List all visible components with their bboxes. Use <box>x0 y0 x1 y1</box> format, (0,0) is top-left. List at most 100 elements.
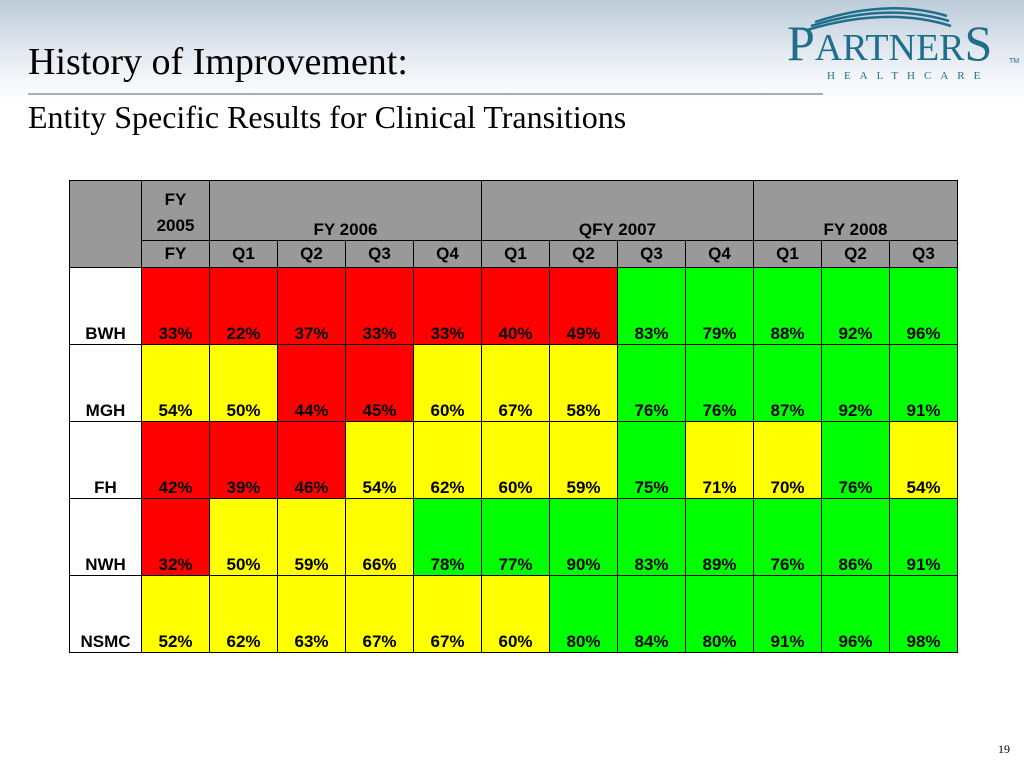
score-cell: 83% <box>617 498 686 576</box>
row-label: NSMC <box>69 575 142 653</box>
score-cell: 76% <box>821 421 890 499</box>
score-cell: 67% <box>345 575 414 653</box>
subheader-cell: Q1 <box>481 240 550 268</box>
score-cell: 60% <box>481 421 550 499</box>
score-cell: 90% <box>549 498 618 576</box>
score-cell: 39% <box>209 421 278 499</box>
score-cell: 80% <box>549 575 618 653</box>
score-cell: 67% <box>481 344 550 422</box>
score-cell: 76% <box>617 344 686 422</box>
logo-subtext: HEALTHCARE <box>827 70 990 82</box>
logo-trademark: TM <box>1009 58 1020 65</box>
score-cell: 58% <box>549 344 618 422</box>
row-label: BWH <box>69 267 142 345</box>
table-row: NSMC 52% 62% 63% 67% 67% 60% 80% 84% 80% 91% 96% 98% <box>69 575 958 653</box>
score-cell: 50% <box>209 498 278 576</box>
score-cell: 70% <box>753 421 822 499</box>
score-cell: 89% <box>685 498 754 576</box>
score-cell: 88% <box>753 267 822 345</box>
score-cell: 33% <box>413 267 482 345</box>
score-cell: 76% <box>753 498 822 576</box>
score-cell: 33% <box>345 267 414 345</box>
score-cell: 22% <box>209 267 278 345</box>
logo-arc-icon <box>806 7 952 32</box>
score-cell: 40% <box>481 267 550 345</box>
score-cell: 32% <box>141 498 210 576</box>
table-row: BWH 33% 22% 37% 33% 33% 40% 49% 83% 79% 88% 92% 96% <box>69 267 958 345</box>
score-cell: 84% <box>617 575 686 653</box>
score-cell: 78% <box>413 498 482 576</box>
score-cell: 79% <box>685 267 754 345</box>
title-divider <box>28 93 823 95</box>
score-cell: 80% <box>685 575 754 653</box>
slide-title: History of Improvement: <box>28 41 408 83</box>
score-cell: 59% <box>277 498 346 576</box>
subheader-cell: Q1 <box>209 240 278 268</box>
score-cell: 92% <box>821 344 890 422</box>
subheader-cell: Q2 <box>277 240 346 268</box>
slide-subtitle: Entity Specific Results for Clinical Tra… <box>28 99 627 135</box>
header-row-groups: FY 2005 FY 2006 QFY 2007 FY 2008 <box>69 180 958 268</box>
partners-healthcare-logo: PARTNERS TM HEALTHCARE <box>787 0 1022 95</box>
score-cell: 33% <box>141 267 210 345</box>
score-cell: 60% <box>413 344 482 422</box>
score-cell: 46% <box>277 421 346 499</box>
subheader-cell: Q2 <box>821 240 890 268</box>
score-cell: 60% <box>481 575 550 653</box>
score-cell: 63% <box>277 575 346 653</box>
score-cell: 96% <box>889 267 958 345</box>
score-cell: 62% <box>209 575 278 653</box>
score-cell: 77% <box>481 498 550 576</box>
score-cell: 83% <box>617 267 686 345</box>
table-row: FH 42% 39% 46% 54% 62% 60% 59% 75% 71% 70% 76% 54% <box>69 421 958 499</box>
header-qfy2007: QFY 2007 <box>481 180 754 241</box>
table-row: MGH 54% 50% 44% 45% 60% 67% 58% 76% 76% 87% 92% 91% <box>69 344 958 422</box>
subheader-cell: Q4 <box>685 240 754 268</box>
subheader-cell: Q3 <box>345 240 414 268</box>
subheader-cell: Q4 <box>413 240 482 268</box>
row-label: FH <box>69 421 142 499</box>
subheader-cell: Q1 <box>753 240 822 268</box>
header-fy2006: FY 2006 <box>209 180 482 241</box>
score-cell: 71% <box>685 421 754 499</box>
header-band <box>0 0 1024 105</box>
subheader-cell: Q2 <box>549 240 618 268</box>
score-cell: 98% <box>889 575 958 653</box>
score-cell: 42% <box>141 421 210 499</box>
row-label: MGH <box>69 344 142 422</box>
score-cell: 62% <box>413 421 482 499</box>
score-cell: 76% <box>685 344 754 422</box>
score-cell: 67% <box>413 575 482 653</box>
score-cell: 52% <box>141 575 210 653</box>
score-cell: 45% <box>345 344 414 422</box>
score-cell: 54% <box>141 344 210 422</box>
score-cell: 37% <box>277 267 346 345</box>
table-row: NWH 32% 50% 59% 66% 78% 77% 90% 83% 89% 76% 86% 91% <box>69 498 958 576</box>
score-cell: 96% <box>821 575 890 653</box>
results-table: FY 2005 FY 2006 QFY 2007 FY 2008 FY Q1 Q2 Q3… <box>69 180 958 653</box>
score-cell: 92% <box>821 267 890 345</box>
table-body: BWH 33% 22% 37% 33% 33% 40% 49% 83% 79% 88% 92% 96% M… <box>69 267 958 653</box>
score-cell: 50% <box>209 344 278 422</box>
score-cell: 49% <box>549 267 618 345</box>
page-number: 19 <box>998 742 1010 756</box>
score-cell: 86% <box>821 498 890 576</box>
logo-wordmark: PARTNERS <box>787 15 993 71</box>
row-label: NWH <box>69 498 142 576</box>
score-cell: 54% <box>345 421 414 499</box>
score-cell: 66% <box>345 498 414 576</box>
score-cell: 44% <box>277 344 346 422</box>
score-cell: 87% <box>753 344 822 422</box>
score-cell: 54% <box>889 421 958 499</box>
subheader-cell: FY <box>141 240 210 268</box>
subheader-cell: Q3 <box>889 240 958 268</box>
header-fy2008: FY 2008 <box>753 180 958 241</box>
subheader-cell: Q3 <box>617 240 686 268</box>
corner-cell <box>69 180 142 268</box>
header-fy2005: FY 2005 <box>141 180 210 241</box>
score-cell: 91% <box>889 498 958 576</box>
score-cell: 75% <box>617 421 686 499</box>
score-cell: 91% <box>753 575 822 653</box>
header-row-quarters: FY Q1 Q2 Q3 Q4 Q1 Q2 Q3 Q4 Q1 Q2 Q3 <box>70 240 958 268</box>
score-cell: 59% <box>549 421 618 499</box>
